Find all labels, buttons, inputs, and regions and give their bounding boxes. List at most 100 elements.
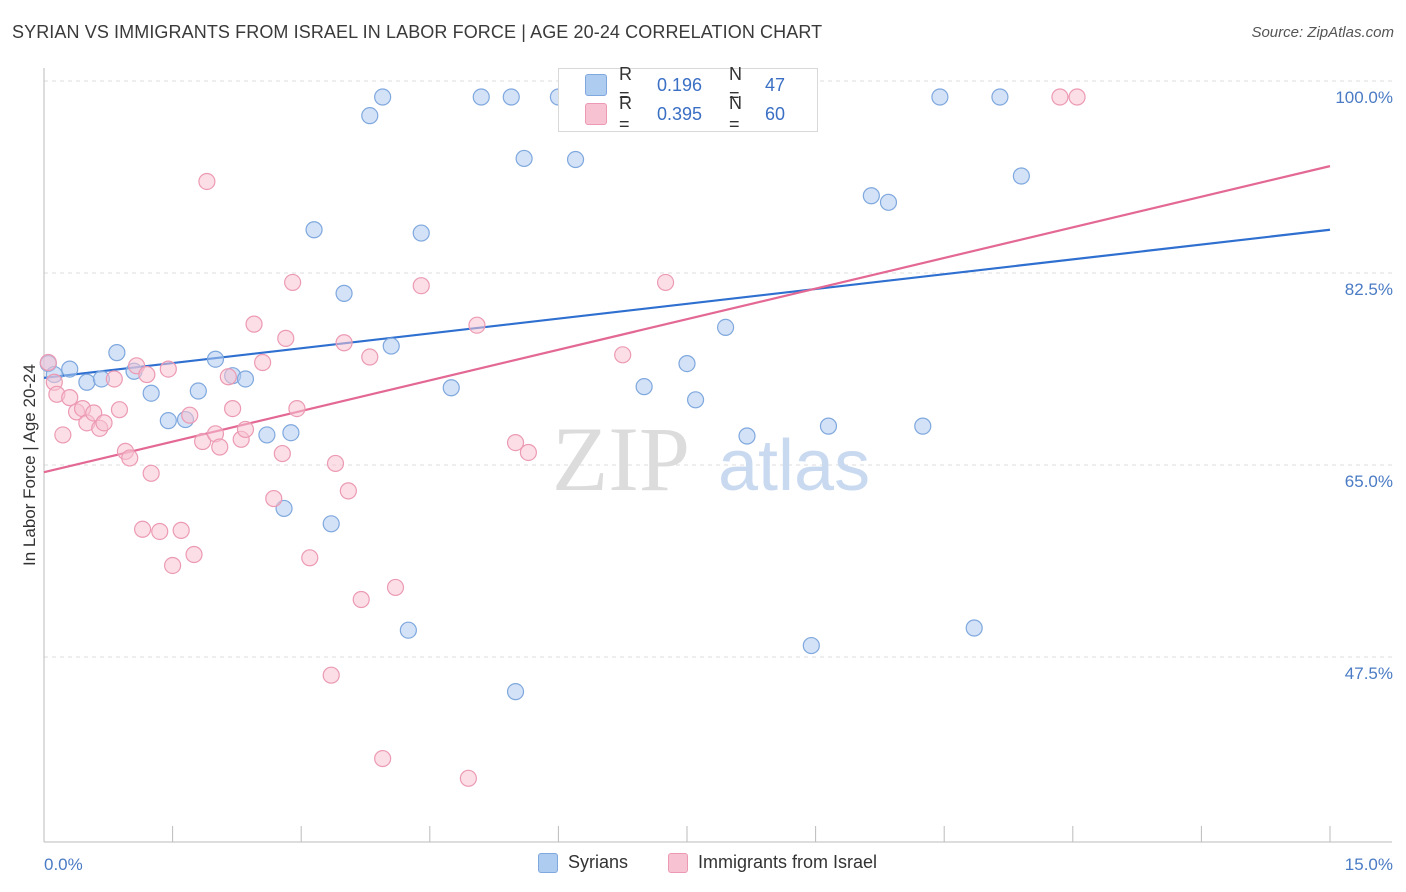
point-israel <box>133 520 152 538</box>
point-israel <box>374 749 392 768</box>
legend-swatch-blue <box>538 852 558 873</box>
point-israel <box>301 549 319 567</box>
trend-lines <box>43 165 1331 474</box>
stats-legend: R = 0.196 N = 47 R = 0.395 N = 60 <box>558 64 818 134</box>
point-israel <box>54 426 72 444</box>
point-syrians <box>78 373 96 391</box>
x-tick-labels: 0.0% 15.0% <box>44 855 1393 874</box>
point-syrians <box>361 107 379 125</box>
point-israel <box>1051 88 1069 106</box>
point-syrians <box>965 619 983 637</box>
point-syrians <box>1012 167 1030 185</box>
point-syrians <box>399 621 417 639</box>
y-tick-label: 82.5% <box>1345 280 1393 299</box>
y-tick-label: 65.0% <box>1345 472 1393 491</box>
point-syrians <box>108 344 126 362</box>
point-syrians <box>686 391 705 409</box>
point-syrians <box>879 193 898 211</box>
point-israel <box>277 329 295 347</box>
chart-title: SYRIAN VS IMMIGRANTS FROM ISRAEL IN LABO… <box>12 22 823 42</box>
axes <box>43 68 1392 843</box>
point-israel <box>468 316 486 334</box>
point-israel <box>194 432 212 451</box>
point-syrians <box>862 187 880 205</box>
point-israel <box>95 414 113 432</box>
point-israel <box>219 368 237 386</box>
point-israel <box>185 545 203 564</box>
point-syrians <box>515 149 533 168</box>
trend-line-syrians <box>43 228 1331 379</box>
point-israel <box>110 401 129 419</box>
stats-n-value: 47 <box>765 74 786 95</box>
point-israel <box>142 464 160 482</box>
stats-n-value: 60 <box>765 103 786 124</box>
y-tick-label: 100.0% <box>1335 88 1393 107</box>
point-syrians <box>635 378 653 396</box>
legend-item-israel[interactable]: Immigrants from Israel <box>668 852 877 873</box>
point-israel <box>335 334 353 352</box>
point-israel <box>254 353 272 372</box>
stats-r-label: R = <box>619 93 632 134</box>
point-syrians <box>322 515 340 533</box>
point-syrians <box>991 88 1009 106</box>
legend-swatch-pink <box>668 852 688 873</box>
point-israel <box>105 370 123 388</box>
point-israel <box>198 172 216 191</box>
point-syrians <box>206 350 225 368</box>
point-syrians <box>914 417 932 435</box>
point-israel <box>386 578 405 597</box>
point-israel <box>339 482 357 500</box>
point-israel <box>164 556 182 575</box>
point-syrians <box>282 424 300 442</box>
point-syrians <box>374 88 392 106</box>
point-israel <box>181 406 199 424</box>
point-syrians <box>189 382 207 400</box>
point-israel <box>352 590 370 609</box>
point-syrians <box>442 379 460 397</box>
point-israel <box>138 365 156 384</box>
stats-n-label: N = <box>729 93 742 134</box>
y-tick-label: 47.5% <box>1345 664 1393 683</box>
point-syrians <box>502 88 520 106</box>
stats-r-value: 0.395 <box>657 103 703 124</box>
legend-label-syrians: Syrians <box>568 852 629 872</box>
bottom-legend: Syrians Immigrants from Israel <box>0 852 1406 878</box>
point-israel <box>506 434 525 452</box>
point-syrians <box>738 427 756 445</box>
point-syrians <box>335 284 353 302</box>
point-syrians <box>236 370 255 388</box>
y-tick-labels: 100.0% 82.5% 65.0% 47.5% <box>1335 88 1393 683</box>
point-israel <box>459 769 477 787</box>
point-syrians <box>819 417 838 435</box>
point-syrians <box>566 150 585 169</box>
series-syrians <box>39 88 1030 701</box>
point-israel <box>656 273 675 292</box>
point-israel <box>61 389 79 407</box>
stats-r-value: 0.196 <box>657 74 703 95</box>
point-syrians <box>678 355 696 373</box>
point-syrians <box>258 426 276 444</box>
point-israel <box>1068 88 1086 106</box>
point-syrians <box>802 636 820 655</box>
point-israel <box>614 346 632 364</box>
stats-n-label: N = <box>729 64 742 105</box>
point-syrians <box>382 337 400 355</box>
point-israel <box>273 444 291 463</box>
point-israel <box>412 277 430 295</box>
point-israel <box>361 348 379 366</box>
point-israel <box>39 353 57 372</box>
watermark: ZIP atlas <box>552 408 870 510</box>
stats-r-label: R = <box>619 64 632 105</box>
point-israel <box>224 399 242 418</box>
point-syrians <box>61 360 79 378</box>
point-israel <box>85 404 103 422</box>
x-tick-label: 15.0% <box>1345 855 1393 874</box>
point-israel <box>288 399 306 418</box>
trend-line-israel <box>43 165 1331 474</box>
point-syrians <box>305 221 323 239</box>
stats-swatch-pink <box>585 103 607 125</box>
point-israel <box>211 438 229 456</box>
legend-item-syrians[interactable]: Syrians <box>538 852 628 873</box>
point-israel <box>121 449 139 467</box>
